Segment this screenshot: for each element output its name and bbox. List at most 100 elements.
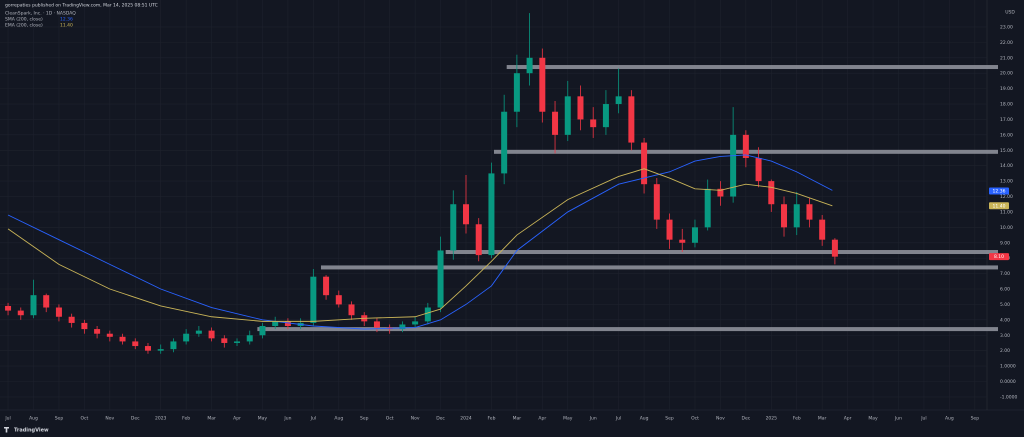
x-tick-label: Mar (513, 416, 522, 422)
candle-body (781, 204, 788, 228)
x-tick-label: Jul (615, 416, 621, 422)
brand-logo (4, 427, 9, 433)
candle-body (208, 330, 215, 339)
candle-body (717, 188, 724, 197)
y-tick-label: 0.0000 (1000, 379, 1016, 385)
x-tick-label: Aug (334, 416, 343, 422)
candle-body (564, 96, 571, 135)
y-tick-label: 21.00 (1000, 55, 1013, 61)
x-tick-label: Apr (233, 416, 241, 422)
x-tick-label: Apr (844, 416, 852, 422)
candle-body (539, 57, 546, 112)
x-tick-label: Jun (589, 416, 597, 422)
legend-value: 12.36 (60, 17, 73, 23)
x-tick-label: Mar (207, 416, 216, 422)
candle-body (768, 181, 775, 205)
x-tick-label: Oct (386, 416, 394, 422)
publisher: gorrepaties published on TradingView.com… (5, 3, 158, 9)
x-tick-label: Dec (741, 416, 750, 422)
axes: 23.00 22.00 21.00 20.00 19.00 18.00 17.00 16.00… (4, 17, 1017, 422)
y-tick-label: 22.00 (1000, 40, 1013, 46)
x-tick-label: Jul (920, 416, 926, 422)
candle-body (221, 338, 228, 343)
y-tick-label: 13.00 (1000, 179, 1013, 185)
candle-body (335, 295, 342, 305)
x-tick-label: Dec (131, 416, 140, 422)
candle-body (94, 329, 101, 334)
x-tick-label: Oct (80, 416, 88, 422)
candle-body (552, 111, 559, 135)
x-tick-label: Feb (793, 416, 801, 422)
candle-body (831, 239, 838, 257)
candle-body (68, 316, 75, 323)
candle-body (488, 173, 495, 256)
candle-body (462, 204, 469, 225)
candle-body (666, 219, 673, 240)
y-tick-label: 15.00 (1000, 148, 1013, 154)
candle-body (615, 96, 622, 105)
y-tick-label: 3.00 (1000, 333, 1010, 339)
candle-body (577, 96, 584, 120)
plot (5, 13, 999, 354)
candle-body (17, 310, 24, 316)
level-zone (445, 250, 999, 255)
candle-body (144, 346, 151, 351)
candle-body (5, 305, 12, 311)
candle-body (793, 204, 800, 228)
candle-body (373, 321, 380, 328)
moving-average (7, 168, 833, 322)
level-zone (506, 65, 998, 70)
candle-body (412, 321, 419, 325)
legend-label: SMA (200, close) (5, 17, 43, 23)
x-tick-label: Sep (971, 416, 980, 422)
x-tick-label: Dec (436, 416, 445, 422)
candle-body (55, 307, 62, 317)
x-tick-label: 2023 (155, 416, 167, 422)
candle-body (284, 321, 291, 327)
y-tick-label: 16.00 (1000, 132, 1013, 138)
x-tick-label: Feb (487, 416, 495, 422)
x-tick-label: Jul (4, 416, 10, 422)
candle-body (195, 330, 202, 334)
y-tick-label: 9.00 (1000, 240, 1010, 246)
y-tick-label: 20.00 (1000, 71, 1013, 77)
x-tick-label: Feb (182, 416, 190, 422)
candle-body (730, 134, 737, 197)
candle-body (641, 142, 648, 185)
candle-body (310, 276, 317, 323)
candle-body (234, 341, 241, 343)
y-tick-label: 18.00 (1000, 102, 1013, 108)
candle-body (183, 333, 190, 342)
y-tick-label: 7.00 (1000, 271, 1010, 277)
x-tick-label: Nov (105, 416, 114, 422)
price-tag (989, 187, 1009, 195)
candle-body (590, 119, 597, 128)
candle-body (246, 335, 253, 342)
candle-body (513, 73, 520, 112)
candle-body (399, 324, 406, 330)
y-tick-label: 19.00 (1000, 86, 1013, 92)
x-tick-label: Nov (411, 416, 420, 422)
candle-body (806, 204, 813, 220)
price-tag (989, 202, 1009, 210)
candle-body (475, 224, 482, 256)
x-tick-label: May (258, 416, 268, 422)
x-tick-label: Aug (640, 416, 649, 422)
candle-body (742, 134, 749, 158)
candle-body (437, 250, 444, 308)
y-tick-label: 17.00 (1000, 117, 1013, 123)
y-tick-label: 2.00 (1000, 348, 1010, 354)
candle-body (755, 157, 762, 182)
x-tick-label: Aug (945, 416, 954, 422)
legend-label: EMA (200, close) (5, 23, 43, 29)
y-tick-label: 6.00 (1000, 287, 1010, 293)
candle-body (704, 188, 711, 228)
candle-body (272, 321, 279, 327)
x-tick-label: Jun (894, 416, 902, 422)
candle-body (348, 304, 355, 316)
x-tick-label: May (563, 416, 573, 422)
brand: TradingView (14, 428, 49, 434)
level-zone (257, 327, 998, 332)
